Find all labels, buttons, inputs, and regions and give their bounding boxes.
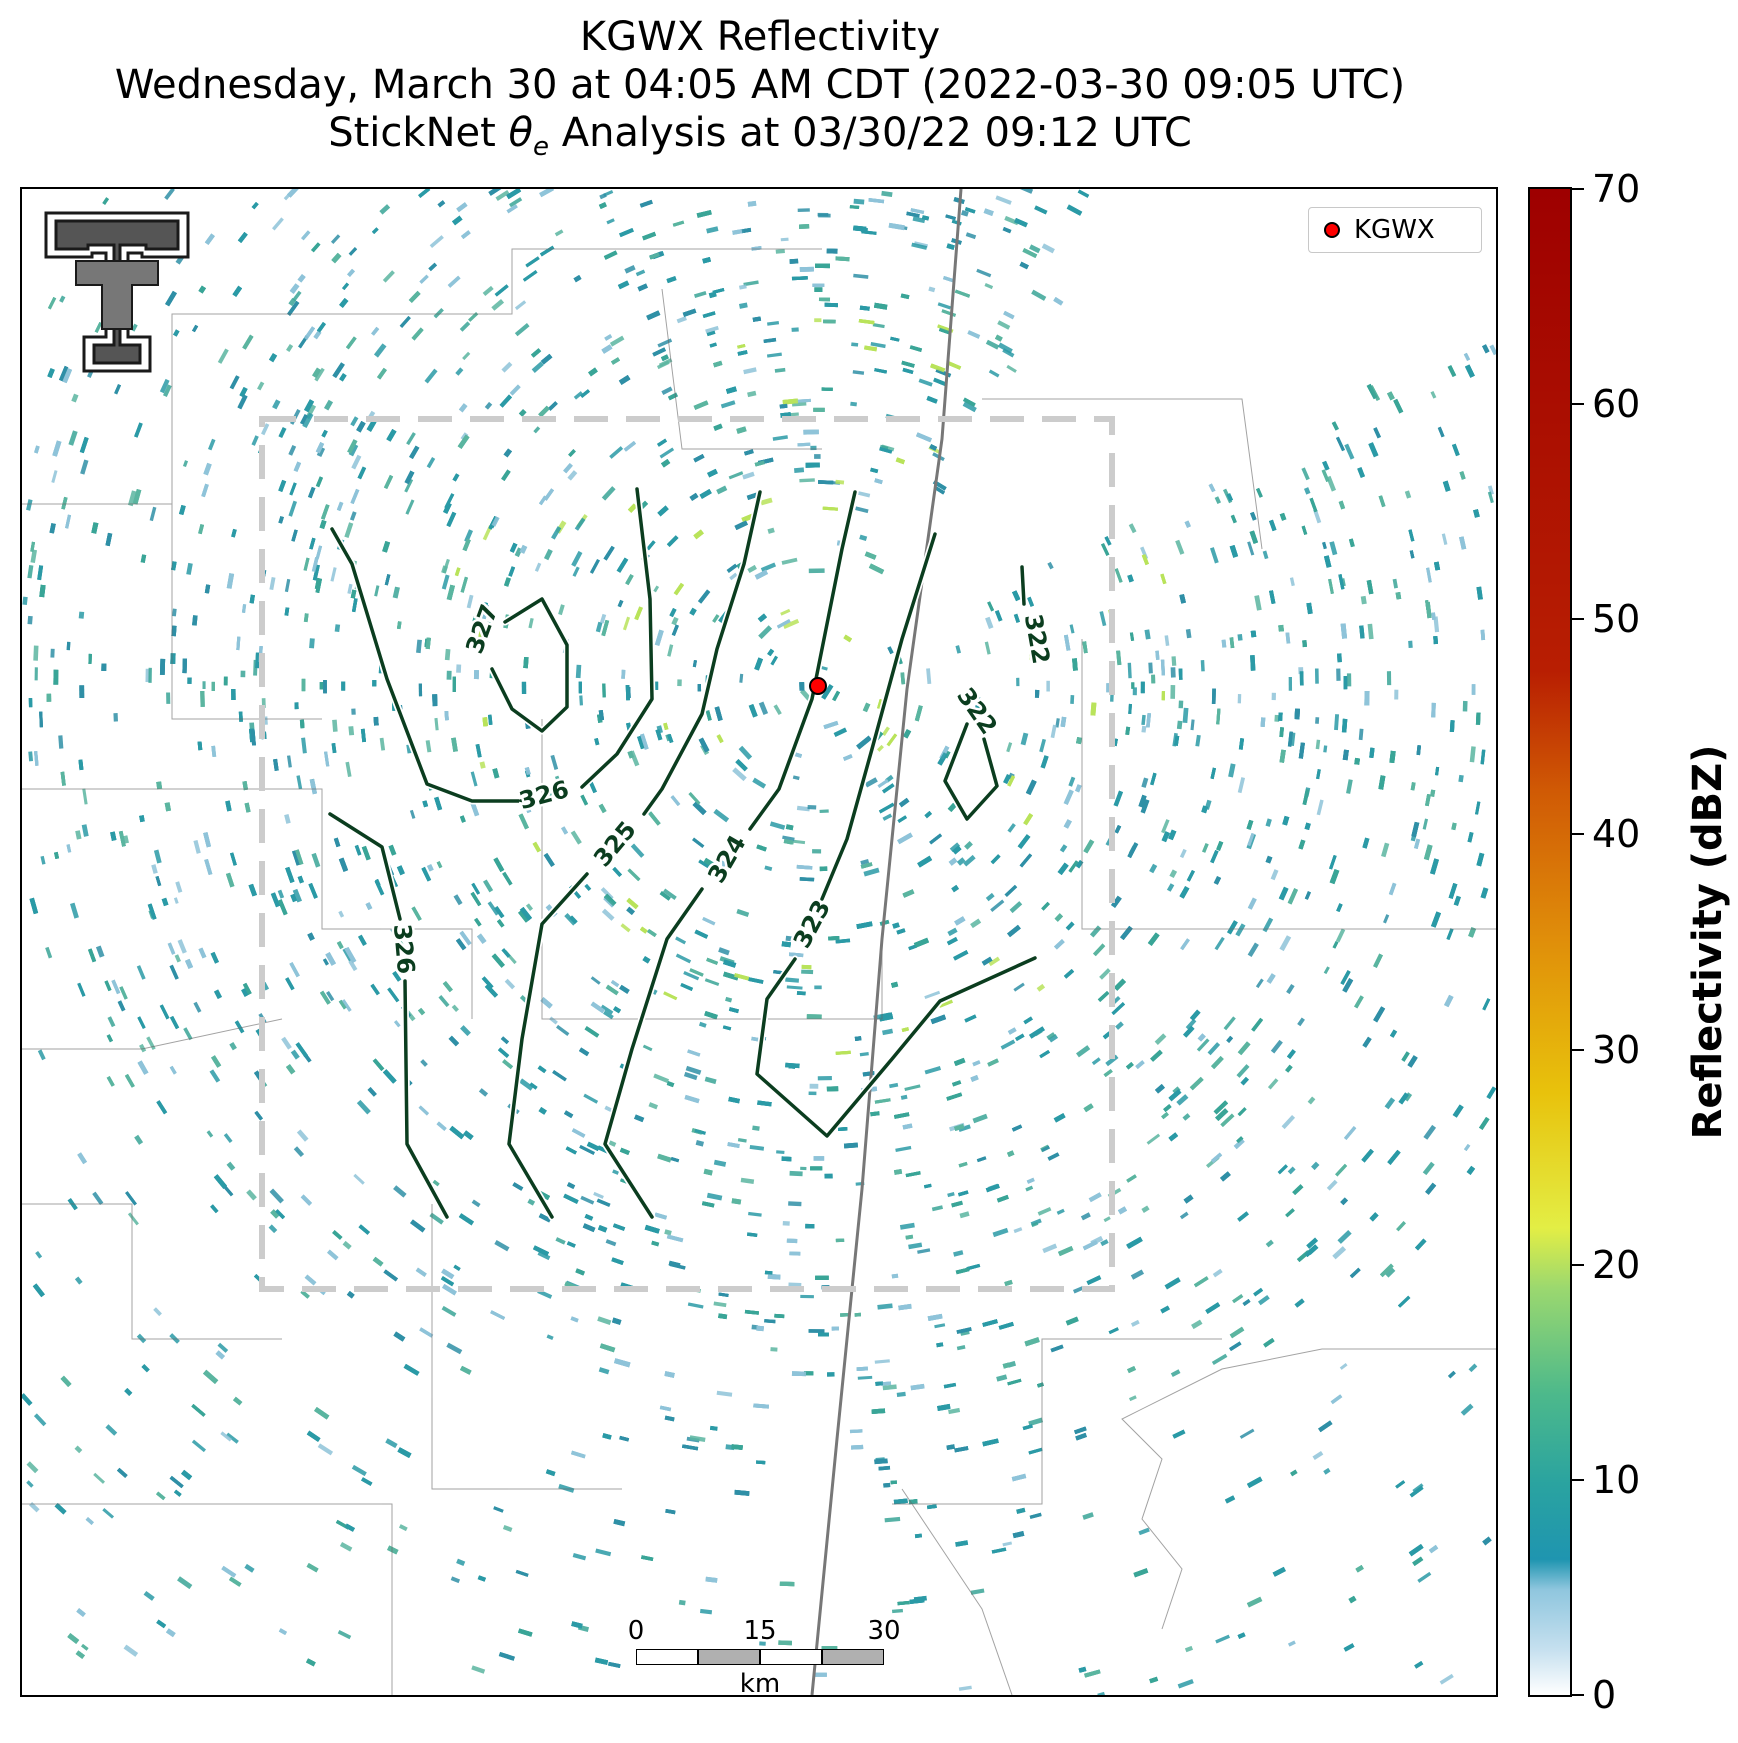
title-line-1: KGWX Reflectivity bbox=[579, 14, 941, 60]
contour-label: 326 bbox=[388, 923, 420, 975]
radar-marker-icon bbox=[1324, 222, 1340, 238]
scale-label: 30 bbox=[867, 1616, 901, 1646]
title-line-3-suffix: Analysis at 03/30/22 09:12 UTC bbox=[548, 110, 1192, 156]
contour-327 bbox=[488, 595, 571, 735]
scale-label: 0 bbox=[627, 1616, 645, 1646]
contour-326-north bbox=[328, 485, 656, 805]
colorbar-tick-label: 30 bbox=[1592, 1027, 1641, 1072]
scale-segment bbox=[760, 1649, 822, 1665]
colorbar-tick-label: 60 bbox=[1592, 382, 1641, 427]
reflectivity-layer bbox=[22, 189, 1496, 1695]
colorbar-tick-label: 70 bbox=[1592, 167, 1641, 211]
scale-segment bbox=[822, 1649, 884, 1665]
contour-323 bbox=[753, 530, 1039, 1140]
contour-324 bbox=[601, 488, 859, 1221]
colorbar-tick bbox=[1572, 618, 1584, 621]
colorbar-tick-label: 50 bbox=[1592, 597, 1641, 642]
texas-tech-logo bbox=[44, 211, 190, 373]
radar-map: 327 326 326 325 324 323 322 322 bbox=[22, 189, 1496, 1695]
contour-325 bbox=[505, 488, 764, 1221]
kgwx-radar-marker bbox=[809, 677, 827, 695]
scale-segment bbox=[698, 1649, 760, 1665]
analysis-domain-box bbox=[259, 416, 1115, 1292]
scale-label: 15 bbox=[743, 1616, 777, 1646]
radar-map-panel: 327 326 326 325 324 323 322 322 KGWX bbox=[20, 187, 1498, 1697]
contour-label: 327 bbox=[460, 601, 503, 658]
contour-322-closed bbox=[941, 720, 1001, 823]
scale-bar: 0 15 30 km bbox=[628, 1616, 901, 1699]
colorbar-tick bbox=[1572, 1694, 1584, 1696]
county-boundaries bbox=[22, 248, 1496, 1695]
colorbar-tick bbox=[1572, 1478, 1584, 1481]
colorbar-tick-label: 40 bbox=[1592, 812, 1641, 857]
contour-label: 323 bbox=[788, 895, 836, 952]
colorbar-tick-label: 20 bbox=[1592, 1242, 1641, 1287]
reflectivity-colorbar bbox=[1528, 187, 1572, 1697]
scale-unit: km bbox=[739, 1669, 781, 1699]
map-legend: KGWX bbox=[1308, 207, 1482, 253]
colorbar-tick bbox=[1572, 188, 1584, 190]
title-line-3: StickNet θe Analysis at 03/30/22 09:12 U… bbox=[0, 110, 1520, 170]
colorbar-tick bbox=[1572, 1263, 1584, 1266]
contour-label: 322 bbox=[951, 682, 1003, 739]
scale-segment bbox=[636, 1649, 698, 1665]
theta-symbol: θ bbox=[508, 110, 533, 156]
legend-label: KGWX bbox=[1354, 215, 1435, 245]
contour-322-east bbox=[1018, 563, 1028, 608]
contour-label: 322 bbox=[1019, 612, 1055, 666]
colorbar-tick bbox=[1572, 1048, 1584, 1051]
colorbar-tick bbox=[1572, 833, 1584, 836]
title-line-3-prefix: StickNet bbox=[328, 110, 509, 156]
theta-subscript: e bbox=[532, 132, 549, 162]
colorbar-title: Reflectivity (dBZ) bbox=[1685, 744, 1731, 1140]
colorbar-tick bbox=[1572, 403, 1584, 406]
colorbar-tick-label: 10 bbox=[1592, 1457, 1641, 1502]
contour-label: 324 bbox=[702, 830, 751, 887]
contour-label: 326 bbox=[516, 775, 572, 815]
contour-326-south bbox=[326, 810, 451, 1221]
theta-e-contours bbox=[326, 485, 1039, 1221]
title-line-2: Wednesday, March 30 at 04:05 AM CDT (202… bbox=[114, 62, 1406, 108]
colorbar-tick-label: 0 bbox=[1592, 1673, 1617, 1717]
state-boundary bbox=[810, 189, 963, 1695]
